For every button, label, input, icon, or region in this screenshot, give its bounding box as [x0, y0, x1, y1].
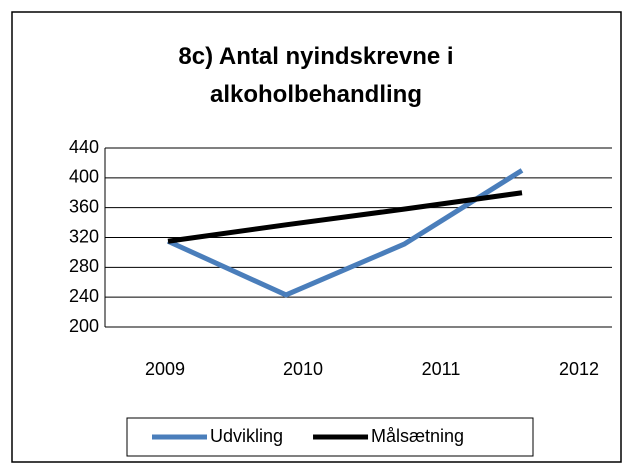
y-tick-label: 280: [69, 256, 99, 276]
x-tick-label: 2012: [559, 359, 599, 379]
series-line: [167, 190, 523, 244]
legend-label: Målsætning: [371, 426, 464, 446]
y-tick-label: 400: [69, 167, 99, 187]
y-tick-label: 240: [69, 286, 99, 306]
y-tick-label: 440: [69, 137, 99, 157]
x-tick-label: 2011: [422, 359, 461, 379]
x-tick-label: 2010: [283, 359, 323, 379]
series-line: [166, 168, 524, 298]
legend-label: Udvikling: [210, 426, 283, 446]
y-tick-label: 320: [69, 226, 99, 246]
y-tick-label: 360: [69, 196, 99, 216]
y-tick-label: 200: [69, 316, 99, 336]
chart-title: 8c) Antal nyindskrevne i alkoholbehandli…: [178, 43, 454, 108]
x-tick-label: 2009: [145, 359, 185, 379]
